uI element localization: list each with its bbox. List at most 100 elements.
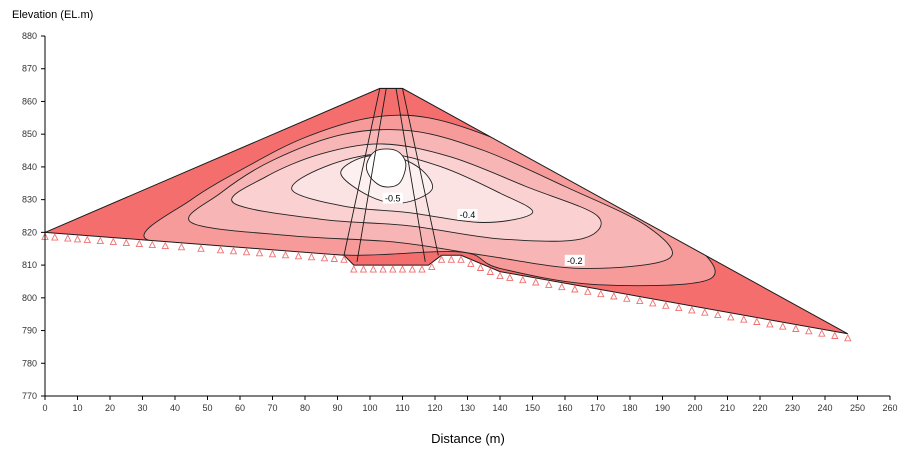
support-marker-37 [467, 259, 475, 267]
support-marker-65 [818, 329, 826, 337]
support-marker-8 [122, 238, 131, 247]
support-marker-9 [135, 239, 144, 248]
support-marker-17 [255, 248, 264, 257]
x-tick-label-190: 190 [655, 403, 670, 413]
support-marker-35 [447, 255, 456, 263]
x-tick-label-20: 20 [105, 403, 115, 413]
contour-label-bg-3 [564, 254, 585, 266]
support-marker-55 [688, 305, 696, 314]
support-marker-54 [675, 303, 683, 312]
support-marker-28 [379, 265, 387, 273]
support-marker-10 [148, 240, 157, 249]
x-tick-label-100: 100 [362, 403, 377, 413]
support-marker-34 [437, 255, 446, 263]
support-marker-58 [727, 312, 735, 321]
support-marker-53 [662, 301, 670, 309]
x-tick-label-230: 230 [785, 403, 800, 413]
x-tick-label-60: 60 [235, 403, 245, 413]
support-marker-60 [753, 317, 761, 325]
x-tick-label-200: 200 [687, 403, 702, 413]
support-marker-32 [418, 265, 426, 273]
x-tick-label-70: 70 [267, 403, 277, 413]
support-marker-38 [476, 263, 485, 271]
y-tick-label-780: 780 [22, 358, 37, 368]
support-marker-61 [766, 319, 774, 328]
support-marker-13 [197, 244, 205, 252]
support-marker-24 [340, 255, 348, 263]
support-marker-47 [584, 287, 592, 295]
x-tick-label-40: 40 [170, 403, 180, 413]
support-marker-14 [216, 245, 225, 254]
support-marker-16 [242, 247, 251, 256]
support-marker-52 [649, 298, 657, 307]
support-marker-66 [831, 331, 839, 339]
support-marker-21 [307, 252, 316, 261]
support-marker-26 [359, 265, 368, 273]
x-tick-label-10: 10 [72, 403, 82, 413]
contour-label-2: -0.4 [460, 210, 476, 220]
support-marker-56 [701, 308, 709, 316]
x-tick-label-130: 130 [460, 403, 475, 413]
x-tick-label-160: 160 [557, 403, 572, 413]
y-tick-label-830: 830 [22, 195, 37, 205]
x-tick-label-150: 150 [525, 403, 540, 413]
support-marker-67 [844, 333, 852, 342]
support-marker-29 [389, 265, 397, 273]
y-tick-label-860: 860 [22, 96, 37, 106]
support-marker-48 [597, 289, 605, 298]
support-marker-44 [545, 280, 553, 288]
support-marker-45 [558, 282, 566, 291]
core-inner-line-2 [395, 88, 426, 262]
contour-label-bg-2 [457, 209, 478, 220]
y-tick-label-870: 870 [22, 64, 37, 74]
x-tick-label-50: 50 [202, 403, 212, 413]
x-tick-label-0: 0 [42, 403, 47, 413]
x-tick-label-220: 220 [752, 403, 767, 413]
support-marker-51 [636, 296, 644, 305]
x-tick-label-80: 80 [300, 403, 310, 413]
x-tick-label-140: 140 [492, 403, 507, 413]
x-tick-label-120: 120 [427, 403, 442, 413]
support-marker-7 [109, 237, 118, 246]
y-tick-label-850: 850 [22, 129, 37, 139]
support-marker-42 [519, 275, 527, 284]
x-axis-title: Distance (m) [431, 431, 505, 446]
x-tick-label-180: 180 [622, 403, 637, 413]
support-marker-6 [96, 236, 105, 245]
support-marker-23 [330, 254, 339, 262]
support-marker-27 [369, 265, 378, 273]
y-tick-label-790: 790 [22, 326, 37, 336]
support-marker-12 [177, 242, 186, 251]
support-marker-19 [281, 250, 290, 259]
support-marker-20 [294, 251, 303, 260]
support-marker-18 [268, 249, 277, 258]
support-marker-11 [161, 241, 170, 250]
x-tick-label-210: 210 [720, 403, 735, 413]
support-marker-57 [714, 310, 722, 319]
contour-label-bg-1 [382, 192, 403, 204]
support-marker-33 [428, 262, 436, 271]
support-marker-4 [73, 234, 82, 243]
support-marker-49 [610, 291, 618, 300]
support-marker-31 [408, 265, 417, 273]
support-marker-50 [623, 294, 631, 302]
y-tick-label-820: 820 [22, 227, 37, 237]
core-inner-line-1 [356, 88, 387, 262]
y-tick-label-880: 880 [22, 31, 37, 41]
x-tick-label-30: 30 [137, 403, 147, 413]
support-marker-59 [740, 315, 748, 323]
support-marker-2 [51, 233, 59, 241]
support-marker-63 [792, 324, 800, 332]
support-marker-41 [506, 273, 514, 281]
plot-area: -0.5 -0.4 -0.2 [41, 87, 852, 342]
foundation-supports [41, 232, 852, 342]
support-marker-46 [571, 284, 579, 293]
x-tick-label-250: 250 [850, 403, 865, 413]
x-tick-label-260: 260 [882, 403, 897, 413]
support-marker-62 [779, 322, 787, 330]
support-marker-36 [457, 255, 465, 263]
support-marker-22 [320, 253, 329, 262]
axes: 0 10 20 30 40 50 60 70 80 90 100 110 120 130 140 150 160… [22, 31, 898, 413]
y-tick-label-840: 840 [22, 162, 37, 172]
support-marker-5 [83, 235, 92, 244]
